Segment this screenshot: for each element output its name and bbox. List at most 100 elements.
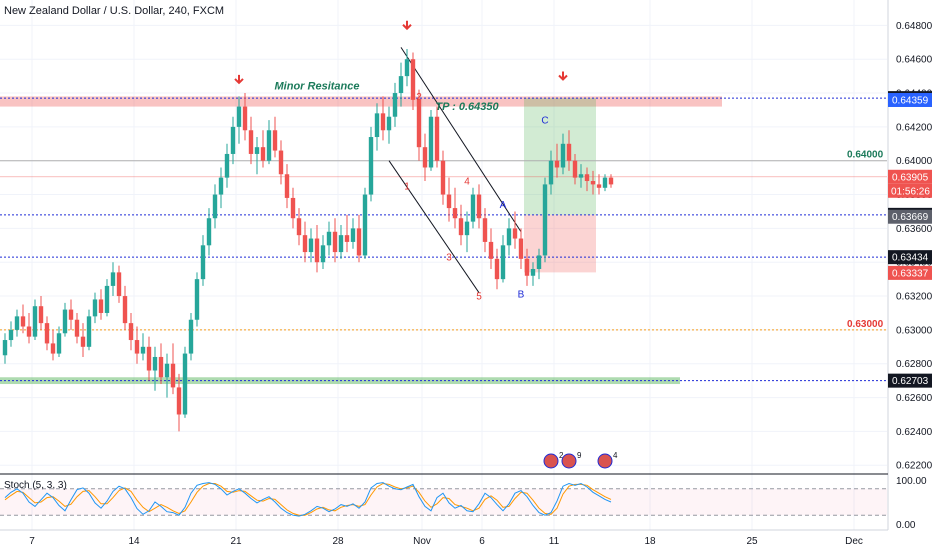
- stoch-tick: 100.00: [896, 476, 927, 487]
- candle-body: [476, 194, 482, 219]
- countdown-label: 01:56:26: [891, 186, 930, 197]
- candle-body: [368, 137, 374, 195]
- level-tag: 0.63434: [892, 253, 929, 264]
- annotation-label: Minor Resitance: [275, 81, 360, 93]
- candle-body: [254, 147, 260, 154]
- down-arrow-icon: [234, 74, 244, 85]
- level-tag-bg: [888, 250, 932, 265]
- us-flag-icon: [597, 453, 613, 469]
- candle-body: [422, 147, 428, 168]
- candle-body: [20, 316, 26, 327]
- price-tag-bg: [888, 169, 932, 184]
- stoch-d-line: [4, 482, 612, 516]
- candle-body: [452, 208, 458, 219]
- wave-label: 2: [416, 92, 422, 103]
- candle-body: [392, 93, 398, 117]
- us-flag-icon: [561, 453, 577, 469]
- candle-body: [14, 316, 20, 330]
- candle-body: [212, 194, 218, 219]
- candle-body: [602, 177, 608, 188]
- candle-body: [314, 238, 320, 263]
- candle-body: [122, 296, 128, 324]
- candle-body: [182, 353, 188, 415]
- candle-body: [308, 238, 314, 253]
- zone-take-profit: [524, 98, 596, 215]
- wave-label: 3: [446, 253, 452, 264]
- candle-body: [284, 174, 290, 198]
- candle-body: [80, 336, 86, 347]
- candle-body: [464, 221, 470, 236]
- candle-body: [428, 116, 434, 168]
- event-badge: 4: [613, 451, 618, 460]
- candle-body: [470, 194, 476, 222]
- candle-body: [164, 363, 170, 378]
- x-tick-label: 14: [128, 536, 140, 547]
- candle-body: [32, 306, 38, 337]
- candle-body: [530, 268, 536, 276]
- candle-body: [416, 99, 422, 148]
- y-tick-label: 0.64200: [896, 122, 932, 133]
- level-tag: 0.62703: [892, 376, 929, 387]
- candle-body: [266, 130, 272, 161]
- price-tag-bg: [888, 92, 932, 107]
- candle-body: [104, 285, 110, 313]
- y-tick-label: 0.64600: [896, 55, 932, 66]
- candle-body: [218, 177, 224, 195]
- y-tick-label: 0.62600: [896, 393, 932, 404]
- x-tick-label: 25: [746, 536, 758, 547]
- candle-body: [512, 228, 518, 239]
- candle-body: [140, 346, 146, 354]
- candle-body: [548, 160, 554, 185]
- y-tick-label: 0.62800: [896, 359, 932, 370]
- candle-body: [356, 228, 362, 256]
- candle-body: [134, 340, 140, 354]
- candle-body: [290, 197, 296, 219]
- x-tick-label: Nov: [413, 536, 431, 547]
- candle-body: [242, 106, 248, 131]
- x-tick-label: Dec: [845, 536, 863, 547]
- candle-body: [500, 245, 506, 280]
- candle-body: [440, 160, 446, 195]
- y-tick-label: 0.62400: [896, 427, 932, 438]
- stoch-k-line: [4, 482, 612, 517]
- candle-body: [374, 113, 380, 138]
- candle-body: [74, 319, 80, 337]
- candle-body: [380, 113, 386, 131]
- candle-body: [68, 309, 74, 320]
- wave-label: A: [500, 200, 507, 211]
- candle-body: [326, 231, 332, 246]
- price-tag: 0.63337: [892, 268, 929, 279]
- candle-body: [230, 126, 236, 154]
- down-arrow-icon: [558, 71, 568, 81]
- candle-body: [536, 255, 542, 269]
- candle-body: [62, 309, 68, 334]
- price-tag-bg: [888, 209, 932, 224]
- candle-body: [248, 130, 254, 154]
- candle-body: [320, 245, 326, 263]
- candle-body: [554, 160, 560, 168]
- candle-body: [206, 218, 212, 246]
- candle-body: [158, 356, 164, 378]
- candle-body: [350, 228, 356, 242]
- y-tick-label: 0.64800: [896, 21, 932, 32]
- candle-body: [344, 235, 350, 242]
- us-flag-icon: [543, 453, 559, 469]
- candle-body: [128, 323, 134, 341]
- candle-body: [56, 333, 62, 354]
- stoch-label: Stoch (5, 3, 3): [4, 480, 67, 491]
- down-arrow-icon: [402, 20, 412, 31]
- level-label: 0.64000: [847, 150, 884, 161]
- candle-body: [116, 272, 122, 297]
- event-badge: 9: [577, 451, 582, 460]
- candle-body: [8, 329, 14, 341]
- channel-line: [388, 160, 480, 293]
- candle-body: [482, 218, 488, 242]
- price-tag-bg: [888, 265, 932, 280]
- candle-body: [194, 279, 200, 320]
- candle-body: [188, 319, 194, 354]
- candle-body: [398, 76, 404, 94]
- candle-body: [608, 177, 614, 185]
- candle-body: [236, 106, 242, 127]
